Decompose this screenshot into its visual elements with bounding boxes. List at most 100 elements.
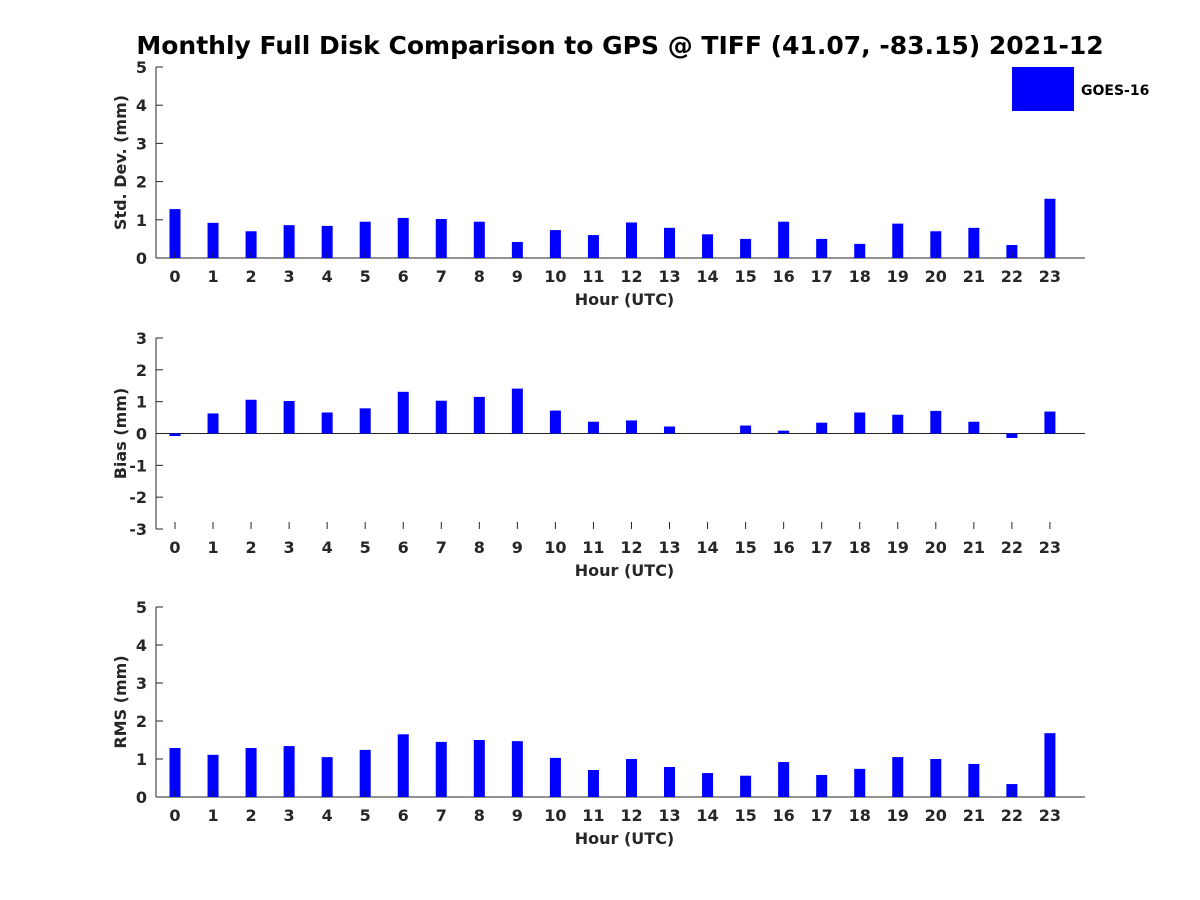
x-tick-label: 2 — [246, 538, 257, 557]
x-tick-label: 8 — [474, 267, 485, 286]
y-tick-label: 1 — [136, 750, 147, 769]
x-tick-label: 4 — [322, 538, 333, 557]
y-tick-label: -2 — [129, 488, 147, 507]
x-tick-label: 17 — [811, 806, 833, 825]
bar — [359, 408, 371, 434]
y-tick-label: 5 — [136, 598, 147, 617]
bar — [968, 421, 980, 434]
x-tick-label: 0 — [169, 267, 180, 286]
x-axis-label: Hour (UTC) — [575, 290, 675, 309]
bar — [207, 222, 219, 258]
bar — [473, 740, 485, 797]
bar — [625, 222, 637, 258]
bar — [625, 420, 637, 434]
bar — [321, 225, 333, 258]
x-tick-label: 8 — [474, 806, 485, 825]
x-tick-label: 3 — [284, 806, 295, 825]
x-tick-label: 20 — [925, 267, 947, 286]
bar — [625, 759, 637, 797]
x-tick-label: 14 — [696, 538, 718, 557]
x-tick-label: 6 — [398, 267, 409, 286]
bar — [816, 422, 828, 434]
y-tick-label: 0 — [136, 788, 147, 807]
x-tick-label: 23 — [1039, 538, 1061, 557]
x-tick-label: 0 — [169, 538, 180, 557]
x-tick-label: 9 — [512, 267, 523, 286]
x-tick-label: 6 — [398, 538, 409, 557]
y-tick-label: 3 — [136, 329, 147, 348]
bar — [892, 414, 904, 434]
x-tick-label: 18 — [849, 267, 871, 286]
x-tick-label: 19 — [887, 267, 909, 286]
x-tick-label: 7 — [436, 267, 447, 286]
bar — [283, 401, 295, 434]
x-tick-label: 21 — [963, 806, 985, 825]
x-tick-label: 12 — [620, 806, 642, 825]
x-tick-label: 15 — [734, 538, 756, 557]
x-tick-label: 1 — [207, 806, 218, 825]
x-tick-label: 11 — [582, 806, 604, 825]
bar — [169, 747, 181, 797]
y-axis-label: Bias (mm) — [111, 388, 130, 480]
bar — [587, 235, 599, 258]
bar — [245, 399, 257, 434]
x-tick-label: 5 — [360, 538, 371, 557]
x-tick-label: 21 — [963, 538, 985, 557]
bar — [321, 757, 333, 797]
y-tick-label: 1 — [136, 211, 147, 230]
x-tick-label: 7 — [436, 806, 447, 825]
x-tick-label: 8 — [474, 538, 485, 557]
bar — [397, 391, 409, 434]
x-tick-label: 18 — [849, 806, 871, 825]
bar — [968, 227, 980, 258]
y-tick-label: 5 — [136, 58, 147, 77]
x-tick-label: 16 — [773, 267, 795, 286]
x-tick-label: 1 — [207, 538, 218, 557]
x-tick-label: 2 — [246, 267, 257, 286]
x-tick-label: 20 — [925, 538, 947, 557]
x-tick-label: 17 — [811, 267, 833, 286]
x-tick-label: 16 — [773, 806, 795, 825]
x-tick-label: 17 — [811, 538, 833, 557]
y-tick-label: 0 — [136, 249, 147, 268]
x-tick-label: 22 — [1001, 267, 1023, 286]
bar — [892, 223, 904, 258]
chart-title: Monthly Full Disk Comparison to GPS @ TI… — [136, 31, 1103, 60]
bar — [664, 766, 676, 797]
bar — [854, 768, 866, 797]
x-tick-label: 14 — [696, 267, 718, 286]
bar — [435, 400, 447, 434]
y-tick-label: 3 — [136, 674, 147, 693]
x-tick-label: 11 — [582, 538, 604, 557]
y-tick-label: 4 — [136, 636, 147, 655]
bar — [930, 410, 942, 434]
legend-label: GOES-16 — [1081, 83, 1149, 99]
x-tick-label: 11 — [582, 267, 604, 286]
x-tick-label: 23 — [1039, 806, 1061, 825]
x-tick-label: 7 — [436, 538, 447, 557]
x-tick-label: 5 — [360, 806, 371, 825]
bar — [1006, 433, 1018, 438]
bar — [740, 238, 752, 258]
y-tick-label: 1 — [136, 393, 147, 412]
bar — [207, 413, 219, 434]
x-tick-label: 10 — [544, 806, 566, 825]
bar — [664, 426, 676, 434]
x-tick-label: 0 — [169, 806, 180, 825]
x-tick-label: 4 — [322, 806, 333, 825]
bar — [207, 754, 219, 797]
bar — [397, 217, 409, 258]
bar — [511, 388, 523, 434]
bar — [549, 230, 561, 258]
x-tick-label: 19 — [887, 538, 909, 557]
x-tick-label: 4 — [322, 267, 333, 286]
x-tick-label: 14 — [696, 806, 718, 825]
bar — [1044, 198, 1056, 258]
bar — [283, 225, 295, 258]
bar — [664, 227, 676, 258]
x-tick-label: 1 — [207, 267, 218, 286]
